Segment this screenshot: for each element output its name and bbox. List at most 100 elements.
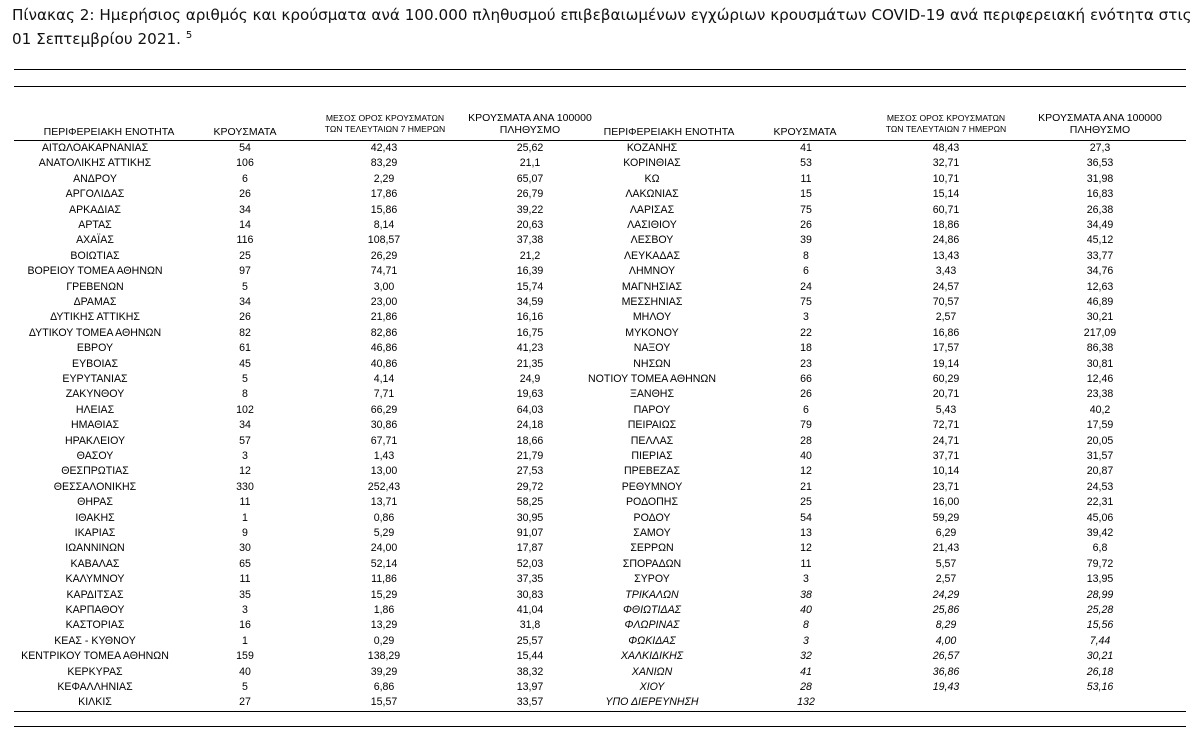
cell-per100k: 52,03	[516, 557, 544, 570]
cell-unit: ΑΡΤΑΣ	[78, 219, 112, 231]
cell-avg7: 3,00	[373, 280, 395, 293]
cell-avg7: 74,71	[370, 265, 398, 278]
cell-cases: 5	[242, 681, 248, 693]
cell-unit: ΧΙΟΥ	[639, 681, 665, 693]
cell-per100k: 38,32	[516, 665, 544, 678]
cell-unit: ΝΑΞΟΥ	[633, 342, 671, 355]
col-header-cases-right: ΚΡΟΥΣΜΑΤΑ	[773, 126, 837, 138]
cell-cases: 54	[800, 511, 812, 524]
cell-avg7: 13,00	[370, 465, 398, 478]
cell-unit: ΛΕΣΒΟΥ	[630, 234, 674, 247]
cell-avg7: 3,43	[935, 265, 957, 278]
cell-unit: ΗΡΑΚΛΕΙΟΥ	[64, 434, 126, 447]
cell-unit: ΚΕΡΚΥΡΑΣ	[67, 665, 123, 678]
cell-per100k: 29,72	[516, 480, 544, 493]
cell-unit: ΘΕΣΠΡΩΤΙΑΣ	[61, 465, 129, 478]
cell-avg7: 13,29	[370, 619, 398, 632]
cell-cases: 11	[800, 557, 812, 570]
cell-cases: 34	[239, 296, 251, 308]
cell-unit: ΚΕΑΣ - ΚΥΘΝΟΥ	[54, 634, 136, 647]
cell-per100k: 34,59	[516, 296, 544, 308]
cell-avg7: 10,14	[932, 465, 960, 478]
cell-cases: 41	[800, 665, 812, 678]
cell-per100k: 30,21	[1086, 311, 1114, 324]
cell-unit: ΚΑΡΔΙΤΣΑΣ	[66, 588, 124, 601]
cell-per100k: 64,03	[516, 403, 544, 416]
cell-unit: ΚΑΡΠΑΘΟΥ	[65, 604, 125, 616]
cell-cases: 28	[800, 434, 812, 447]
cell-unit: ΜΥΚΟΝΟΥ	[625, 326, 679, 339]
cell-per100k: 25,57	[516, 634, 544, 647]
cell-avg7: 108,57	[367, 234, 401, 247]
cell-unit: ΦΛΩΡΙΝΑΣ	[624, 619, 680, 632]
cell-cases: 26	[239, 188, 251, 201]
cell-cases: 39	[800, 234, 812, 247]
cell-avg7: 4,00	[935, 634, 957, 647]
cell-avg7: 70,57	[932, 296, 960, 308]
cell-unit: ΡΟΔΟΥ	[633, 511, 671, 524]
cell-cases: 3	[803, 311, 809, 324]
col-header-unit-left: ΠΕΡΙΦΕΡΕΙΑΚΗ ΕΝΟΤΗΤΑ	[43, 126, 175, 138]
cell-per100k: 12,46	[1086, 373, 1114, 385]
cell-per100k: 40,2	[1089, 403, 1111, 416]
cell-cases: 40	[239, 665, 251, 678]
cell-per100k: 31,98	[1086, 172, 1114, 185]
cell-cases: 3	[242, 604, 248, 616]
cell-avg7: 6,86	[373, 681, 395, 693]
cell-cases: 30	[239, 542, 251, 555]
cell-cases: 26	[800, 219, 812, 231]
cell-per100k: 37,38	[516, 234, 544, 247]
cell-unit: ΒΟΡΕΙΟΥ ΤΟΜΕΑ ΑΘΗΝΩΝ	[27, 265, 163, 278]
cell-avg7: 138,29	[367, 650, 401, 663]
cell-unit: ΠΕΛΛΑΣ	[630, 434, 674, 447]
cell-per100k: 25,62	[516, 142, 544, 154]
cell-avg7: 2,57	[935, 311, 957, 324]
cell-per100k: 12,63	[1086, 280, 1114, 293]
cell-cases: 8	[803, 619, 809, 632]
cell-avg7: 15,57	[370, 696, 398, 709]
cell-per100k: 33,77	[1086, 249, 1114, 262]
cell-per100k: 20,63	[516, 219, 544, 231]
cell-unit: ΚΕΦΑΛΛΗΝΙΑΣ	[57, 681, 133, 693]
header-rule	[14, 86, 1186, 87]
cell-avg7: 26,29	[370, 249, 398, 262]
cell-unit: ΚΕΝΤΡΙΚΟΥ ΤΟΜΕΑ ΑΘΗΝΩΝ	[21, 650, 169, 663]
cell-avg7: 42,43	[370, 142, 398, 154]
cell-avg7: 23,00	[370, 296, 398, 308]
cell-cases: 3	[803, 573, 809, 586]
cell-per100k: 21,79	[516, 450, 544, 462]
cell-per100k: 58,25	[516, 496, 544, 509]
cell-cases: 66	[800, 373, 812, 385]
cell-unit: ΧΑΛΚΙΔΙΚΗΣ	[620, 650, 684, 663]
col-header-per100k-right: ΚΡΟΥΣΜΑΤΑ ΑΝΑ 100000 ΠΛΗΘΥΣΜΟ	[1006, 112, 1194, 136]
cell-per100k: 25,28	[1086, 604, 1114, 616]
cell-avg7: 48,43	[932, 142, 960, 154]
cell-avg7: 0,86	[373, 511, 395, 524]
cell-avg7: 4,14	[373, 373, 395, 385]
cell-per100k: 39,22	[516, 203, 544, 216]
cell-per100k: 26,79	[516, 188, 544, 201]
cell-cases: 75	[800, 296, 812, 308]
cell-cases: 22	[800, 326, 812, 339]
col-header-cases-left: ΚΡΟΥΣΜΑΤΑ	[213, 126, 277, 138]
cell-unit: ΝΟΤΙΟΥ ΤΟΜΕΑ ΑΘΗΝΩΝ	[587, 373, 717, 385]
cell-unit: ΠΕΙΡΑΙΩΣ	[627, 419, 677, 432]
cell-per100k: 30,81	[1086, 357, 1114, 370]
cell-cases: 82	[239, 326, 251, 339]
col-header-avg7-line1: ΜΕΣΟΣ ΟΡΟΣ ΚΡΟΥΣΜΑΤΩΝ	[886, 113, 1006, 123]
cell-unit: ΦΩΚΙΔΑΣ	[628, 634, 676, 647]
cell-cases: 11	[239, 573, 251, 586]
cell-avg7: 52,14	[370, 557, 398, 570]
cell-avg7: 59,29	[932, 511, 960, 524]
cell-cases: 9	[242, 527, 248, 539]
cell-avg7: 2,57	[935, 573, 957, 586]
cell-unit: ΕΥΡΥΤΑΝΙΑΣ	[62, 373, 128, 385]
cell-unit: ΛΑΣΙΘΙΟΥ	[627, 219, 677, 231]
cell-per100k: 37,35	[516, 573, 544, 586]
cell-per100k: 6,8	[1092, 542, 1108, 555]
cell-per100k: 16,75	[516, 326, 544, 339]
cell-per100k: 33,57	[516, 696, 544, 709]
cell-unit: ΘΗΡΑΣ	[77, 496, 113, 509]
col-header-avg7-line2: ΤΩΝ ΤΕΛΕΥΤΑΙΩΝ 7 ΗΜΕΡΩΝ	[885, 124, 1007, 134]
cell-cases: 24	[800, 280, 812, 293]
